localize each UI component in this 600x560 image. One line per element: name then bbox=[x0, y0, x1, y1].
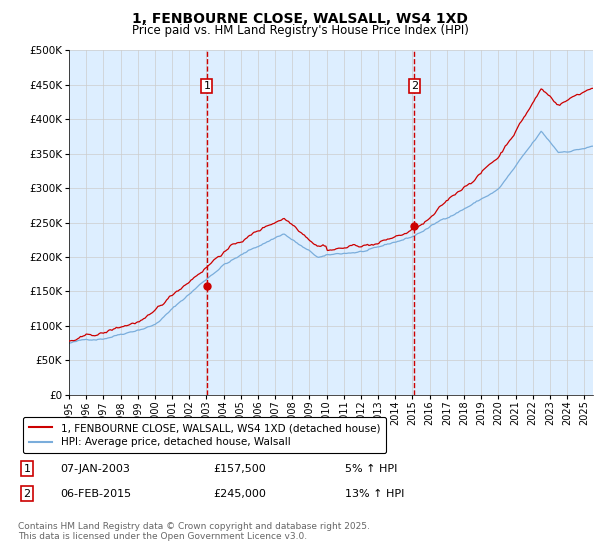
Legend: 1, FENBOURNE CLOSE, WALSALL, WS4 1XD (detached house), HPI: Average price, detac: 1, FENBOURNE CLOSE, WALSALL, WS4 1XD (de… bbox=[23, 417, 386, 454]
Text: 13% ↑ HPI: 13% ↑ HPI bbox=[345, 489, 404, 499]
Text: Contains HM Land Registry data © Crown copyright and database right 2025.
This d: Contains HM Land Registry data © Crown c… bbox=[18, 522, 370, 542]
Text: 07-JAN-2003: 07-JAN-2003 bbox=[60, 464, 130, 474]
Text: 2: 2 bbox=[23, 489, 31, 499]
Text: 1: 1 bbox=[203, 81, 211, 91]
Text: 2: 2 bbox=[410, 81, 418, 91]
Text: 1: 1 bbox=[23, 464, 31, 474]
Text: £245,000: £245,000 bbox=[213, 489, 266, 499]
Text: 1, FENBOURNE CLOSE, WALSALL, WS4 1XD: 1, FENBOURNE CLOSE, WALSALL, WS4 1XD bbox=[132, 12, 468, 26]
Text: 5% ↑ HPI: 5% ↑ HPI bbox=[345, 464, 397, 474]
Text: Price paid vs. HM Land Registry's House Price Index (HPI): Price paid vs. HM Land Registry's House … bbox=[131, 24, 469, 36]
Text: £157,500: £157,500 bbox=[213, 464, 266, 474]
Text: 06-FEB-2015: 06-FEB-2015 bbox=[60, 489, 131, 499]
